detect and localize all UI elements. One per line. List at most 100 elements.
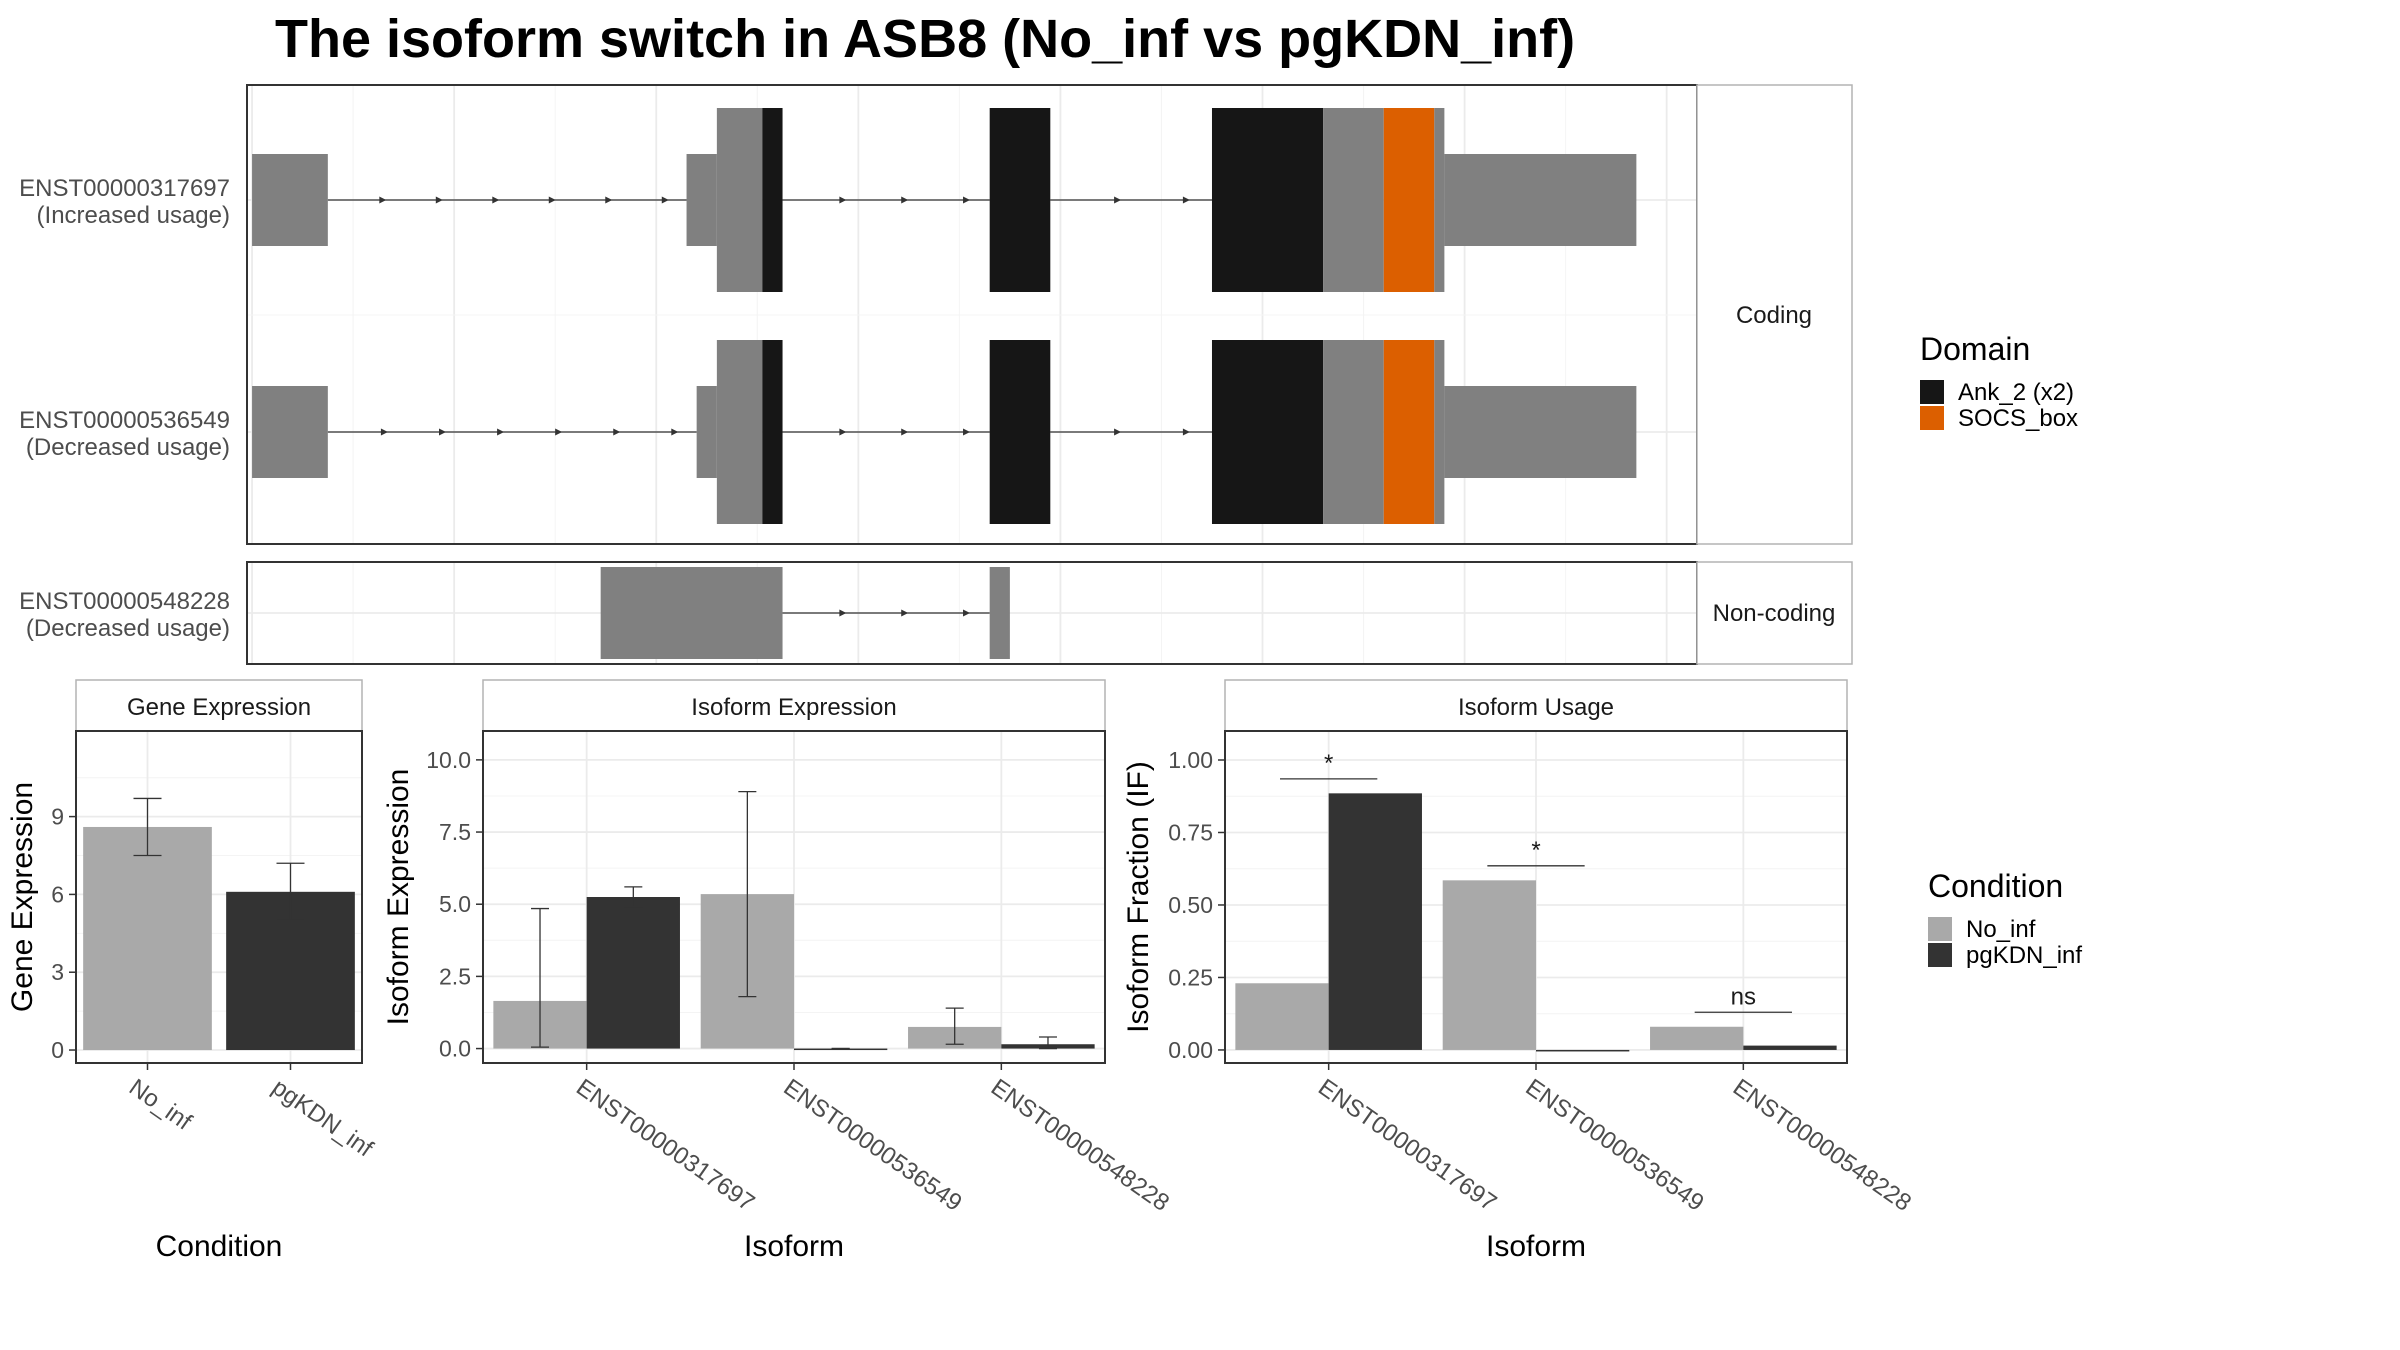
isoform-label-id: ENST00000536549 (19, 407, 230, 434)
intron-arrow (963, 609, 971, 617)
exon-segment-utr (1323, 108, 1384, 292)
noncoding-strip: Non-coding (1696, 561, 1853, 665)
x-tick-label: No_inf (124, 1074, 197, 1136)
exon-segment-utr_thin (696, 386, 717, 478)
intron-arrow (1182, 428, 1190, 436)
x-tick-label: ENST00000536549 (1521, 1074, 1709, 1217)
intron-arrow (661, 196, 669, 204)
y-tick-label: 5.0 (439, 891, 471, 917)
isoform-track-ENST00000548228 (600, 567, 1010, 659)
intron-arrow (963, 428, 971, 436)
y-tick-label: 0.00 (1168, 1037, 1213, 1063)
intron-arrow (435, 196, 443, 204)
exon-segment-ank (1211, 108, 1324, 292)
exon-segment-utr (989, 567, 1010, 659)
isoform-label-id: ENST00000317697 (19, 175, 230, 202)
exon-segment-utr (1434, 340, 1445, 524)
error-bar (276, 862, 305, 921)
exon-segment-utr (600, 567, 783, 659)
domain-legend: Domain Ank_2 (x2) SOCS_box (1920, 331, 2078, 432)
bar-No_inf (83, 826, 212, 1051)
domain-legend-key-socs (1920, 406, 1944, 430)
exon-segment-utr (252, 154, 328, 246)
panel-strip-title: Isoform Expression (691, 694, 896, 721)
bar-No_inf-ENST00000536549 (1442, 880, 1536, 1050)
isoform-label-ENST00000536549: ENST00000536549(Decreased usage) (19, 407, 230, 461)
intron-arrow (555, 428, 563, 436)
x-tick-label: ENST00000317697 (1313, 1074, 1501, 1217)
intron-arrow (1182, 196, 1190, 204)
bar-No_inf-ENST00000317697 (1235, 983, 1329, 1050)
x-tick-label: ENST00000536549 (779, 1074, 967, 1217)
intron-arrow (671, 428, 679, 436)
intron-arrow (901, 428, 909, 436)
intron-arrow (492, 196, 500, 204)
y-tick-label: 10.0 (426, 747, 471, 773)
y-tick-label: 3 (51, 959, 64, 985)
isoform-label-ENST00000317697: ENST00000317697(Increased usage) (19, 175, 230, 229)
coding-strip-label: Coding (1736, 302, 1812, 329)
isoform-structure-coding-panel (246, 84, 1698, 545)
domain-legend-label-ank: Ank_2 (x2) (1958, 379, 2074, 406)
condition-legend-label-no-inf: No_inf (1966, 916, 2036, 943)
isoform-label-ENST00000548228: ENST00000548228(Decreased usage) (19, 588, 230, 642)
y-axis-title: Isoform Fraction (IF) (1122, 761, 1155, 1033)
isoform-label-usage: (Decreased usage) (26, 615, 230, 642)
x-tick-label: pgKDN_inf (267, 1074, 378, 1163)
exon-segment-utr (716, 108, 763, 292)
intron-arrow (839, 609, 847, 617)
condition-legend-key-pgkdn-inf (1928, 943, 1952, 967)
isoform-track-ENST00000317697 (252, 108, 1637, 292)
panel-strip (1224, 679, 1848, 732)
error-bar (945, 1007, 964, 1045)
isoform-structure-noncoding-panel (246, 561, 1698, 665)
condition-legend: Condition No_inf pgKDN_inf (1928, 868, 2082, 969)
intron-arrow (497, 428, 505, 436)
gene-expression-chart: Gene Expression 0 3 6 9 No_inf pgKDN_inf Condit… (6, 679, 378, 1263)
exon-segment-utr_thin (1444, 154, 1637, 246)
intron-arrow (380, 428, 388, 436)
exon-segment-utr (716, 340, 763, 524)
bar-pgKDN_inf-ENST00000548228 (1743, 1045, 1837, 1050)
condition-legend-label-pgkdn-inf: pgKDN_inf (1966, 942, 2082, 969)
intron-arrow (548, 196, 556, 204)
coding-strip: Coding (1696, 84, 1853, 545)
bar-No_inf-ENST00000548228 (1650, 1026, 1744, 1050)
noncoding-strip-label: Non-coding (1713, 600, 1836, 627)
intron-arrow (963, 196, 971, 204)
intron-arrow (1114, 428, 1122, 436)
error-bar (531, 907, 550, 1048)
significance-label: * (1531, 837, 1540, 864)
condition-legend-title: Condition (1928, 868, 2063, 904)
significance-label: * (1324, 750, 1333, 777)
exon-segment-ank (762, 340, 783, 524)
exon-segment-ank (989, 108, 1051, 292)
panel-strip-title: Isoform Usage (1458, 694, 1614, 721)
domain-legend-label-socs: SOCS_box (1958, 405, 2078, 432)
isoform-track-ENST00000536549 (252, 340, 1637, 524)
bar-pgKDN_inf-ENST00000536549 (1536, 1049, 1630, 1052)
bar-pgKDN_inf-ENST00000317697 (586, 897, 680, 1049)
x-tick-label: ENST00000548228 (1728, 1074, 1916, 1217)
intron-arrow (438, 428, 446, 436)
isoform-label-usage: (Increased usage) (37, 202, 230, 229)
exon-segment-socs (1383, 340, 1435, 524)
significance-marker: * (1487, 837, 1585, 867)
bar-pgKDN_inf-ENST00000536549 (794, 1048, 888, 1051)
x-tick-label: ENST00000548228 (986, 1074, 1174, 1217)
panel-strip-title: Gene Expression (127, 694, 311, 721)
significance-label: ns (1731, 983, 1756, 1010)
error-bar (738, 790, 757, 998)
intron-arrow (839, 196, 847, 204)
exon-segment-utr_thin (1444, 386, 1637, 478)
figure-title: The isoform switch in ASB8 (No_inf vs pg… (275, 9, 1575, 69)
condition-legend-key-no-inf (1928, 917, 1952, 941)
intron-arrow (1114, 196, 1122, 204)
domain-legend-title: Domain (1920, 331, 2030, 367)
y-tick-label: 0.25 (1168, 964, 1213, 990)
intron-arrow (839, 428, 847, 436)
isoform-label-usage: (Decreased usage) (26, 434, 230, 461)
panel-strip (482, 679, 1106, 732)
isoform-expression-chart: Isoform Expression 0.0 2.5 5.0 7.5 10.0 ENST00… (382, 679, 1174, 1263)
